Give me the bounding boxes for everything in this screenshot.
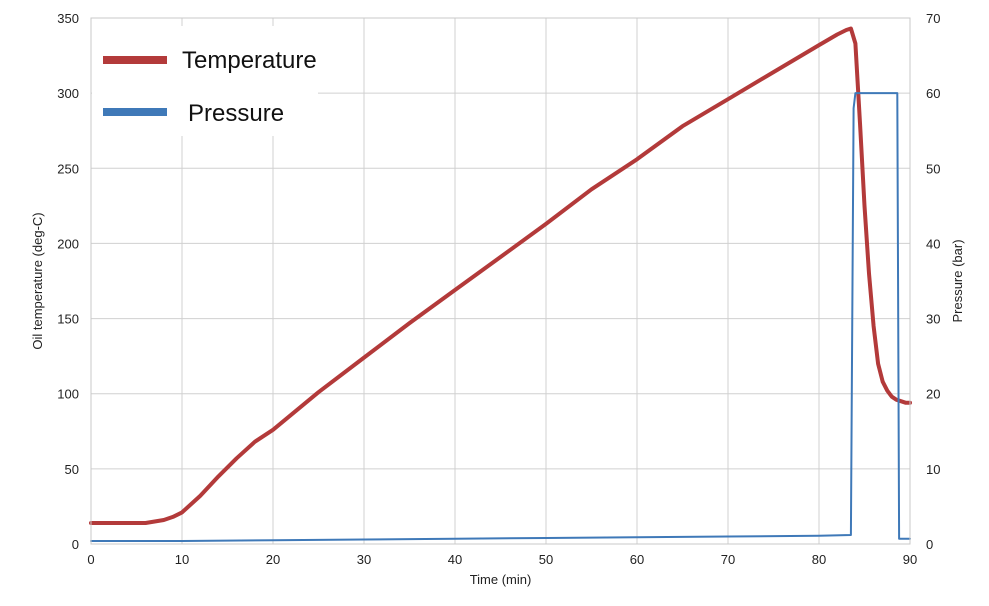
x-tick-label: 30 xyxy=(357,552,371,567)
x-tick-label: 10 xyxy=(175,552,189,567)
x-tick-label: 40 xyxy=(448,552,462,567)
y2-tick-label: 10 xyxy=(926,462,940,477)
x-tick-label: 80 xyxy=(812,552,826,567)
y2-tick-label: 20 xyxy=(926,387,940,402)
series-line-temperature xyxy=(89,26,912,525)
y2-axis-title: Pressure (bar) xyxy=(950,239,965,322)
series-line-pressure xyxy=(90,92,911,542)
legend-swatch-pressure xyxy=(103,108,167,116)
y-tick-label: 0 xyxy=(72,537,79,552)
y-tick-label: 350 xyxy=(57,11,79,26)
y2-tick-label: 0 xyxy=(926,537,933,552)
legend: Temperature Pressure xyxy=(92,26,318,136)
plot-border xyxy=(90,17,911,545)
x-tick-label: 0 xyxy=(87,552,94,567)
legend-background xyxy=(92,26,318,136)
y-tick-label: 100 xyxy=(57,387,79,402)
x-tick-label: 50 xyxy=(539,552,553,567)
y2-tick-label: 40 xyxy=(926,236,940,251)
legend-label-temperature: Temperature xyxy=(182,47,317,74)
x-tick-label: 70 xyxy=(721,552,735,567)
y2-tick-label: 30 xyxy=(926,312,940,327)
legend-swatch-temperature xyxy=(103,56,167,64)
axes: 0 10 20 30 40 50 60 70 80 90050100150200250300350… xyxy=(57,11,940,567)
y2-tick-label: 70 xyxy=(926,11,940,26)
y-tick-label: 50 xyxy=(65,462,79,477)
y2-tick-label: 60 xyxy=(926,86,940,101)
x-axis-title: Time (min) xyxy=(470,572,532,587)
y-tick-label: 150 xyxy=(57,312,79,327)
y-tick-label: 300 xyxy=(57,86,79,101)
x-tick-label: 20 xyxy=(266,552,280,567)
y2-tick-label: 50 xyxy=(926,161,940,176)
y-tick-label: 200 xyxy=(57,236,79,251)
x-tick-label: 60 xyxy=(630,552,644,567)
y-axis-title: Oil temperature (deg-C) xyxy=(30,212,45,349)
x-tick-label: 90 xyxy=(903,552,917,567)
legend-label-pressure: Pressure xyxy=(188,100,284,127)
series-lines xyxy=(89,26,912,542)
y-tick-label: 250 xyxy=(57,161,79,176)
